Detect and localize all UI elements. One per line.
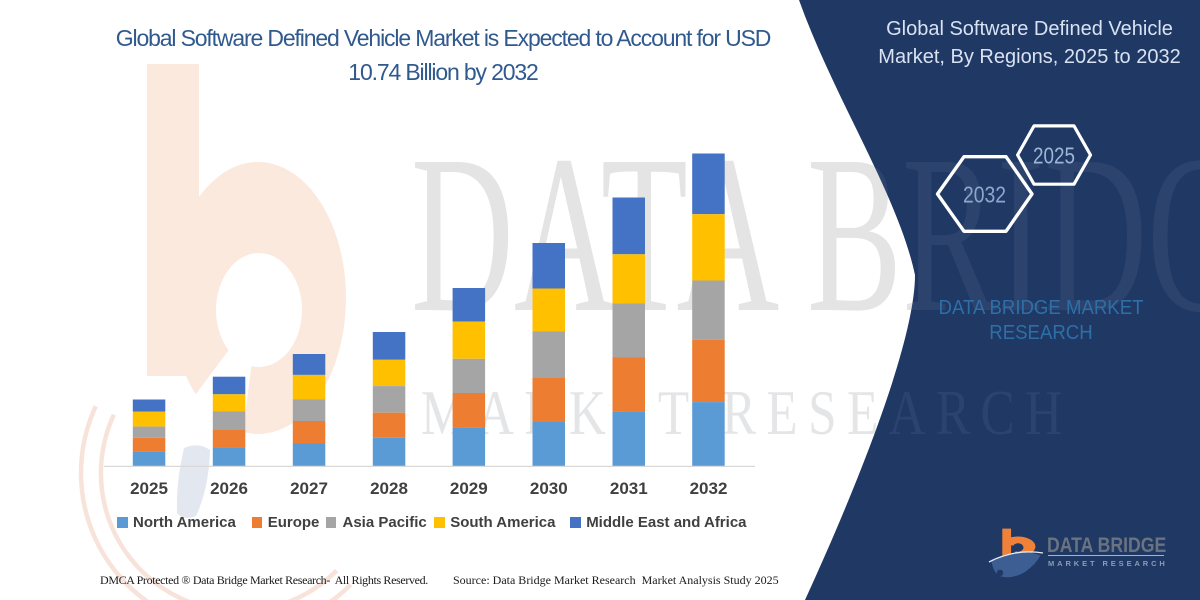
svg-text:2025: 2025 (1033, 143, 1075, 169)
svg-text:2032: 2032 (963, 182, 1006, 208)
